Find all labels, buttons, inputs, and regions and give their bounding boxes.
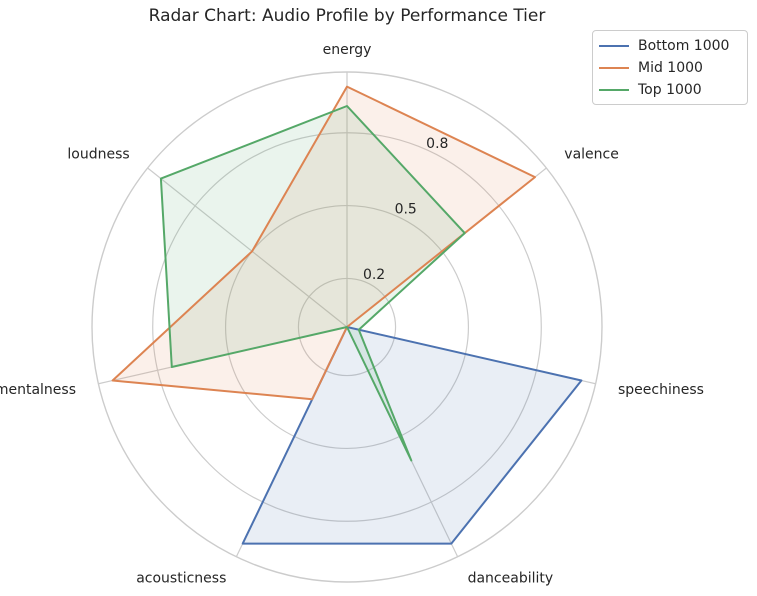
legend-item-mid-1000: Mid 1000 (599, 57, 741, 79)
legend-swatch (599, 89, 629, 91)
axis-spoke (147, 167, 348, 328)
series-lines (111, 85, 583, 545)
legend-item-bottom-1000: Bottom 1000 (599, 35, 741, 57)
legend: Bottom 1000 Mid 1000 Top 1000 (592, 30, 748, 105)
radial-tick-label: 0.8 (426, 136, 448, 152)
legend-swatch (599, 67, 629, 69)
series-fill-1 (112, 86, 535, 400)
axis-label: acousticness (136, 570, 226, 586)
radial-tick-labels: 0.2 0.5 0.8 (363, 136, 448, 283)
legend-swatch (599, 45, 629, 47)
series-line-1 (111, 85, 536, 401)
radial-tick-label: 0.2 (363, 267, 385, 283)
series-line-0 (241, 326, 583, 545)
radial-tick-label: 0.5 (395, 202, 417, 218)
series-line-2 (159, 105, 466, 462)
legend-label: Bottom 1000 (638, 38, 730, 54)
axis-labels: energy valence speechiness danceability acou… (0, 42, 704, 586)
chart-title: Radar Chart: Audio Profile by Performanc… (148, 6, 546, 26)
legend-label: Mid 1000 (638, 60, 703, 76)
axis-label: valence (564, 147, 619, 163)
series-fill-0 (242, 327, 582, 544)
axis-label: danceability (468, 570, 554, 586)
axis-label: loudness (67, 147, 129, 163)
series-fill-2 (160, 106, 465, 461)
axis-label: instrumentalness (0, 382, 76, 398)
legend-label: Top 1000 (638, 82, 702, 98)
axis-label: speechiness (618, 382, 704, 398)
axis-label: energy (323, 42, 372, 58)
legend-item-top-1000: Top 1000 (599, 79, 741, 101)
series-fills (112, 86, 582, 544)
